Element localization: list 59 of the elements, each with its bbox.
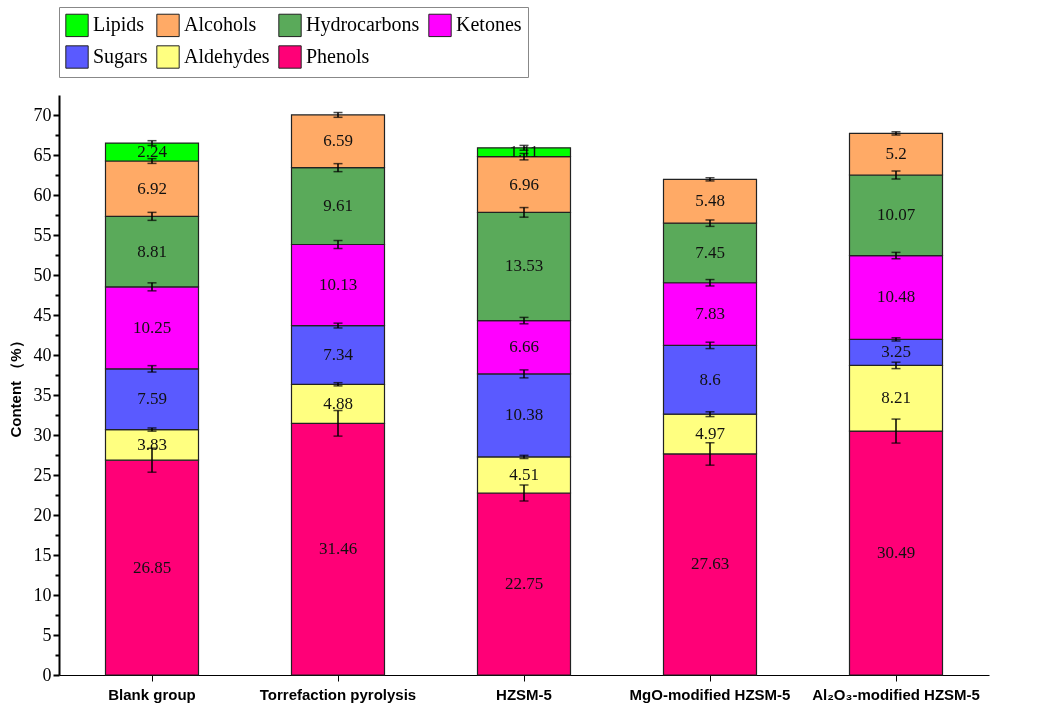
y-tick-label: 0 [42,664,52,685]
legend-label: Sugars [93,45,148,68]
y-tick-label: 15 [33,544,52,565]
data-label: 10.48 [876,287,916,307]
x-tick-label: MgO-modified HZSM-5 [629,685,791,703]
data-label: 5.48 [695,191,725,211]
y-tick-label: 25 [33,464,52,485]
legend-label: Lipids [93,13,145,37]
data-label: 7.83 [695,304,725,324]
data-label: 31.46 [318,539,358,559]
data-label: 3.25 [881,342,911,362]
y-axis-title: Content （%） [6,333,24,438]
data-label: 8.21 [881,388,911,408]
y-tick-label: 20 [33,504,52,525]
data-label: 7.45 [695,242,725,262]
y-tick-label: 5 [42,624,52,645]
y-tick-label: 50 [33,264,52,285]
x-tick-label: Blank group [108,685,196,703]
y-tick-label: 30 [33,424,52,445]
data-label: 27.63 [690,554,730,574]
data-label: 6.96 [509,174,539,194]
data-label: 8.81 [137,241,167,261]
data-label: 4.97 [695,424,726,444]
data-label: 4.88 [323,393,353,413]
data-label: 26.85 [132,557,172,577]
data-label: 10.07 [876,205,916,225]
x-tick-label: Al₂O₃-modified HZSM-5 [812,685,980,703]
y-tick-label: 60 [33,184,52,205]
legend-label: Hydrocarbons [306,13,420,37]
data-label: 6.66 [509,337,539,357]
data-label: 13.53 [504,256,544,276]
y-tick-label: 70 [33,104,52,125]
data-label: 5.2 [885,144,907,164]
y-tick-label: 10 [33,584,52,605]
legend-label: Aldehydes [184,45,270,68]
y-tick-label: 55 [33,224,52,245]
data-label: 7.59 [137,389,167,409]
data-label: 6.92 [137,178,167,198]
data-label: 22.75 [504,574,544,593]
x-tick-label: HZSM-5 [496,685,552,703]
data-label: 4.51 [509,464,539,484]
data-label: 3.83 [137,434,167,454]
legend-label: Ketones [456,13,522,36]
data-label: 10.25 [132,317,172,337]
y-tick-label: 35 [33,384,52,405]
y-tick-label: 45 [33,304,52,325]
data-label: 6.59 [323,131,353,151]
legend-label: Phenols [306,45,370,67]
y-tick-label: 40 [33,344,52,365]
data-label: 9.61 [323,196,353,216]
y-tick-label: 65 [33,144,52,165]
data-label: 30.49 [876,543,916,563]
data-label: 8.6 [699,369,721,389]
legend-label: Alcohols [184,13,257,36]
x-tick-label: Torrefaction pyrolysis [259,685,417,703]
data-label: 10.13 [318,275,358,295]
data-label: 7.34 [323,344,354,364]
data-label: 2.24 [137,142,168,162]
data-label: 10.38 [504,405,544,425]
